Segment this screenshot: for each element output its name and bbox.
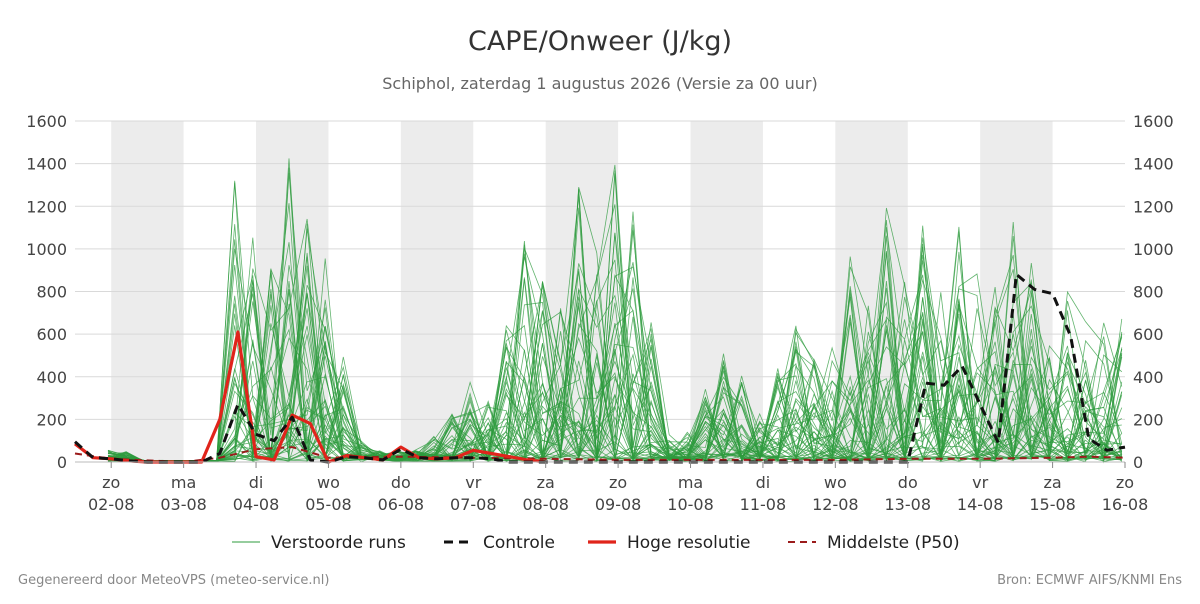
- ensemble-run-line: [107, 246, 1123, 463]
- x-tick-date: 09-08: [595, 495, 642, 514]
- y-tick-label-right: 200: [1133, 410, 1164, 429]
- x-tick-date: 02-08: [88, 495, 135, 514]
- ensemble-run-line: [107, 232, 1122, 463]
- ensemble-run-line: [107, 256, 1123, 463]
- x-tick-date: 05-08: [305, 495, 352, 514]
- y-tick-label-left: 1400: [26, 155, 67, 174]
- y-tick-label-right: 0: [1133, 453, 1143, 472]
- y-tick-label-right: 800: [1133, 283, 1164, 302]
- legend: Verstoorde runs Controle Hoge resolutie Mid…: [232, 533, 960, 553]
- x-tick-day: zo: [609, 473, 627, 492]
- x-tick-date: 15-08: [1029, 495, 1076, 514]
- x-tick-date: 14-08: [957, 495, 1004, 514]
- y-tick-label-left: 0: [57, 453, 67, 472]
- y-tick-label-left: 1200: [26, 197, 67, 216]
- ensemble-run-line: [107, 204, 1122, 463]
- legend-label: Controle: [483, 533, 555, 553]
- ensemble-run-line: [107, 263, 1123, 463]
- y-tick-label-left: 200: [36, 410, 67, 429]
- y-tick-label-right: 1000: [1133, 240, 1174, 259]
- x-tick-date: 06-08: [378, 495, 425, 514]
- x-tick-day: zo: [102, 473, 120, 492]
- x-tick-date: 13-08: [885, 495, 932, 514]
- x-tick-day: wo: [317, 473, 340, 492]
- x-tick-date: 03-08: [160, 495, 207, 514]
- x-tick-day: ma: [171, 473, 196, 492]
- x-tick-day: vr: [465, 473, 481, 492]
- series-line-controle: [74, 272, 1126, 464]
- x-tick-date: 12-08: [812, 495, 859, 514]
- legend-label: Verstoorde runs: [271, 533, 406, 553]
- ensemble-run-line: [107, 272, 1123, 463]
- ensemble-run-line: [107, 186, 1123, 463]
- chart-subtitle: Schiphol, zaterdag 1 augustus 2026 (Vers…: [382, 74, 817, 93]
- ensemble-run-line: [107, 172, 1123, 463]
- x-tick-day: ma: [678, 473, 703, 492]
- x-tick-day: zo: [1116, 473, 1134, 492]
- x-tick-date: 08-08: [522, 495, 569, 514]
- legend-label: Hoge resolutie: [627, 533, 751, 553]
- x-tick-day: wo: [824, 473, 847, 492]
- y-tick-label-left: 400: [36, 368, 67, 387]
- ensemble-run-line: [107, 252, 1123, 463]
- y-tick-label-right: 600: [1133, 325, 1164, 344]
- ensemble-run-line: [107, 287, 1123, 463]
- ensemble-run-line: [107, 182, 1123, 463]
- y-tick-label-right: 1600: [1133, 112, 1174, 131]
- ensemble-runs: [107, 158, 1123, 464]
- x-tick-date: 10-08: [667, 495, 714, 514]
- y-tick-label-left: 600: [36, 325, 67, 344]
- ensemble-run-line: [107, 268, 1123, 463]
- y-tick-label-left: 1600: [26, 112, 67, 131]
- x-tick-day: di: [249, 473, 264, 492]
- x-tick-day: di: [756, 473, 771, 492]
- ensemble-run-line: [107, 188, 1123, 463]
- axes: 0 0 200 200 400 400 600 600 800 800 1000 1000 1200 12…: [26, 112, 1173, 514]
- y-tick-label-right: 1200: [1133, 197, 1174, 216]
- x-tick-date: 04-08: [233, 495, 280, 514]
- x-tick-day: do: [898, 473, 918, 492]
- x-tick-date: 16-08: [1102, 495, 1149, 514]
- y-tick-label-left: 1000: [26, 240, 67, 259]
- legend-label: Middelste (P50): [827, 533, 960, 553]
- x-tick-date: 07-08: [450, 495, 497, 514]
- x-tick-day: do: [391, 473, 411, 492]
- ensemble-run-line: [107, 288, 1123, 464]
- footer-source: Bron: ECMWF AIFS/KNMI Ens: [997, 573, 1182, 588]
- ensemble-run-line: [107, 203, 1123, 463]
- x-tick-date: 11-08: [740, 495, 787, 514]
- footer-credit: Gegenereerd door MeteoVPS (meteo-service…: [18, 573, 330, 588]
- series-line-middelste-p50: [74, 446, 1126, 463]
- y-tick-label-right: 400: [1133, 368, 1164, 387]
- y-tick-label-left: 800: [36, 283, 67, 302]
- x-tick-day: za: [1043, 473, 1061, 492]
- x-tick-day: za: [537, 473, 555, 492]
- x-tick-day: vr: [972, 473, 988, 492]
- chart-title: CAPE/Onweer (J/kg): [468, 26, 732, 57]
- y-tick-label-right: 1400: [1133, 155, 1174, 174]
